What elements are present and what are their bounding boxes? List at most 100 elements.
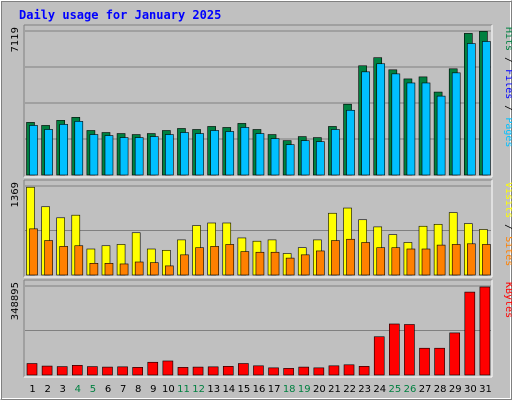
- kbytes-bar-kbytes: [343, 364, 355, 376]
- day-label: 19: [298, 384, 311, 395]
- hits-bar-files: [89, 134, 99, 176]
- visits-bar-sites: [119, 263, 129, 276]
- day-label: 24: [373, 384, 386, 395]
- hits-bar-files: [195, 133, 204, 176]
- day-label: 28: [434, 384, 447, 395]
- visits-bar-sites: [361, 242, 370, 276]
- visits-bar-sites: [89, 262, 99, 276]
- day-label: 17: [268, 384, 281, 395]
- legend-pages: Pages: [503, 117, 512, 147]
- day-label: 2: [44, 384, 50, 395]
- kbytes-bar-kbytes: [419, 347, 430, 376]
- kbytes-bar-kbytes: [268, 367, 279, 376]
- day-label: 27: [419, 384, 432, 395]
- visits-bar-sites: [149, 262, 159, 276]
- legend-hits: Hits: [503, 27, 512, 51]
- day-label: 20: [313, 384, 326, 395]
- day-label: 5: [90, 384, 96, 395]
- visits-bar-sites: [255, 251, 265, 276]
- legend-sites: Sites: [503, 236, 512, 266]
- day-label: 23: [358, 384, 371, 395]
- visits-bar-sites: [376, 247, 386, 276]
- kbytes-bar-kbytes: [177, 367, 189, 376]
- kbytes-bar-kbytes: [26, 363, 38, 376]
- visits-bar-sites: [421, 248, 431, 276]
- day-label: 12: [192, 384, 205, 395]
- visits-bar-sites: [74, 245, 84, 276]
- visits-max-label: 1369: [10, 182, 21, 207]
- visits-bar-sites: [195, 247, 204, 276]
- hits-side-legend: Hits / Files / Pages: [503, 27, 512, 147]
- hits-bar-files: [180, 132, 189, 176]
- visits-bar-sites: [482, 244, 491, 276]
- day-label: 26: [404, 384, 417, 395]
- visits-bar-sites: [406, 248, 416, 276]
- visits-bar-sites: [134, 261, 144, 276]
- hits-bar-files: [467, 43, 476, 176]
- hits-legend-separator: /: [503, 99, 512, 117]
- hits-bar-files: [376, 63, 386, 176]
- hits-bar-files: [406, 82, 416, 176]
- visits-bar-sites: [44, 240, 53, 276]
- hits-bar-files: [59, 124, 68, 176]
- visits-bar-sites: [436, 244, 446, 276]
- kbytes-bar-kbytes: [313, 367, 325, 376]
- visits-bar-sites: [391, 247, 401, 276]
- day-label: 4: [75, 384, 81, 395]
- day-label: 7: [120, 384, 126, 395]
- hits-bar-files: [270, 138, 280, 176]
- visits-bar-sites: [346, 238, 355, 276]
- kbytes-panel: 348895 KBytes: [10, 279, 512, 378]
- visits-bar-sites: [331, 240, 340, 276]
- kbytes-bar-kbytes: [207, 366, 219, 376]
- day-label: 31: [479, 384, 492, 395]
- day-label: 21: [328, 384, 341, 395]
- hits-bar-files: [165, 134, 174, 176]
- kbytes-bar-kbytes: [87, 366, 98, 376]
- kbytes-bar-kbytes: [283, 368, 294, 376]
- kbytes-bar-kbytes: [298, 366, 310, 376]
- hits-bar-files: [285, 144, 295, 176]
- visits-bar-sites: [300, 254, 310, 276]
- day-label: 29: [449, 384, 462, 395]
- kbytes-bar-kbytes: [222, 366, 234, 376]
- kbytes-bar-kbytes: [434, 347, 445, 376]
- kbytes-bar-kbytes: [71, 365, 83, 376]
- kbytes-bar-kbytes: [162, 360, 174, 376]
- visits-legend-separator: /: [503, 218, 512, 236]
- hits-bar-files: [255, 133, 265, 176]
- hits-bar-files: [149, 136, 159, 176]
- kbytes-bar-kbytes: [404, 324, 415, 376]
- day-label: 8: [135, 384, 141, 395]
- visits-bar-sites: [285, 257, 295, 276]
- visits-bar-sites: [165, 265, 174, 276]
- visits-panel: 1369 Visits / Sites: [10, 179, 512, 278]
- day-label: 14: [222, 384, 235, 395]
- hits-bar-files: [331, 129, 340, 176]
- hits-bar-files: [29, 125, 38, 176]
- visits-bar-sites: [451, 244, 461, 276]
- visits-bar-sites: [180, 254, 189, 276]
- hits-bar-files: [482, 41, 491, 176]
- visits-side-legend: Visits / Sites: [503, 182, 512, 266]
- hits-bar-files: [134, 137, 144, 176]
- kbytes-bar-kbytes: [389, 323, 400, 376]
- day-label: 1: [29, 384, 35, 395]
- hits-bar-files: [44, 129, 53, 176]
- kbytes-bar-kbytes: [253, 365, 264, 376]
- hits-bar-files: [421, 82, 431, 176]
- hits-max-label: 7119: [10, 27, 21, 52]
- hits-bar-files: [119, 137, 129, 176]
- kbytes-bar-kbytes: [117, 366, 128, 376]
- kbytes-bar-kbytes: [192, 366, 204, 376]
- kbytes-bar-kbytes: [238, 363, 249, 376]
- hits-bar-files: [391, 73, 401, 176]
- kbytes-bar-kbytes: [147, 361, 159, 376]
- visits-bar-sites: [467, 243, 476, 276]
- day-label: 25: [389, 384, 402, 395]
- visits-bar-sites: [270, 251, 280, 276]
- day-label: 10: [162, 384, 175, 395]
- hits-bar-files: [436, 95, 446, 176]
- hits-panel: 7119 Hits / Files / Pages: [10, 24, 512, 178]
